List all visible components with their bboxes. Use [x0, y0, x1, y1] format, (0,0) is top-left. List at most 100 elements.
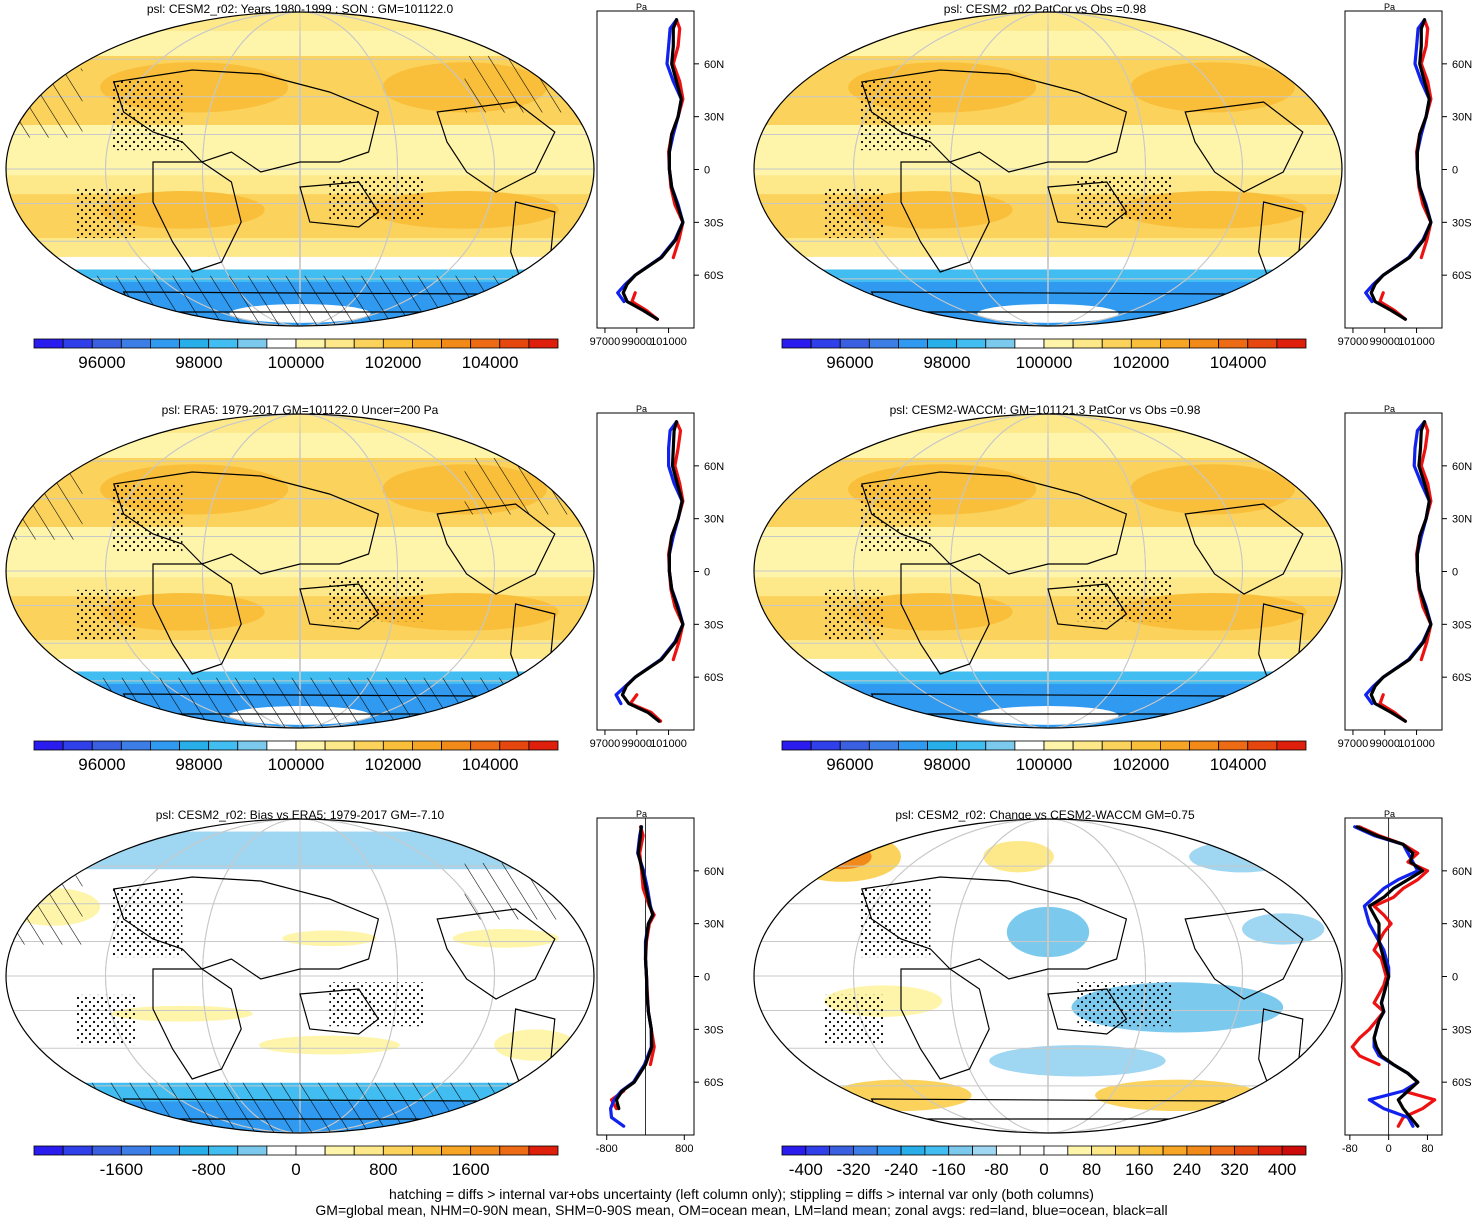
value-tick-label: 80 — [1421, 1143, 1433, 1155]
continent-outline — [152, 968, 242, 1080]
colorbar-swatch — [1234, 1145, 1259, 1156]
graticule — [754, 414, 1342, 728]
colorbar-tick-label: 400 — [1268, 1160, 1296, 1179]
colorbar-swatch — [781, 1145, 807, 1156]
panel-title: psl: CESM2_r02: Years 1980-1999 : SON : … — [147, 2, 454, 16]
panel-model-climatology: psl: CESM2_r02: Years 1980-1999 : SON : … — [5, 2, 725, 372]
panel-title: psl: CESM2_r02 PatCor vs Obs =0.98 — [944, 2, 1147, 16]
latitude-tick-label: 60S — [704, 672, 724, 684]
meridian-line — [201, 819, 399, 1133]
colorbar-swatch — [62, 338, 93, 349]
colorbar-tick-label: 98000 — [175, 755, 222, 774]
continent-outline — [1184, 908, 1304, 1000]
meridian-line — [949, 819, 1147, 1133]
zonal-series-all — [614, 825, 655, 1111]
hatching-region — [6, 875, 83, 945]
map-fill — [6, 819, 594, 1133]
latitude-tick-label: 60N — [1452, 866, 1472, 878]
colorbar-swatch — [120, 740, 151, 751]
panel-title: psl: CESM2_r02: Change vs CESM2-WACCM GM… — [895, 808, 1195, 822]
robinson-map — [5, 413, 595, 729]
meridian-line — [104, 414, 496, 728]
colorbar-swatch — [266, 1145, 297, 1156]
zonal-unit-label: Pa — [1384, 809, 1395, 819]
graticule — [754, 12, 1342, 326]
colorbar-swatch — [528, 740, 559, 751]
colorbar-swatch — [829, 1145, 854, 1156]
value-tick-label: 97000 — [1338, 336, 1369, 348]
stippling-region — [76, 589, 136, 641]
colorbar-swatch — [1014, 740, 1045, 751]
high-pressure-center — [1130, 464, 1295, 515]
value-tick-label: 101000 — [650, 738, 687, 750]
colorbar-swatch — [1091, 1145, 1116, 1156]
map-border — [5, 11, 595, 327]
zonal-mean-profile: Pa 60N 30N 0 30S 60S -800 800 — [596, 809, 725, 1155]
colorbar-swatch — [382, 740, 413, 751]
stippling-region — [1077, 982, 1172, 1027]
colorbar-tick-label: 104000 — [462, 755, 519, 774]
zonal-frame — [596, 10, 695, 329]
map-border — [5, 818, 595, 1134]
value-tick-label: -800 — [596, 1143, 618, 1155]
colorbar-swatch — [62, 1145, 93, 1156]
latitude-tick-label: 30N — [1452, 112, 1472, 124]
zonal-frame — [1344, 10, 1443, 329]
colorbar-tick-label: 96000 — [78, 755, 125, 774]
colorbar-swatch — [956, 740, 987, 751]
latitude-tick-label: 60N — [704, 59, 724, 71]
colorbar-swatch — [1276, 338, 1307, 349]
colorbar-swatch — [441, 740, 472, 751]
zonal-frame — [1344, 412, 1443, 731]
high-pressure-center — [100, 190, 265, 229]
colorbar-swatch — [1210, 1145, 1235, 1156]
stippling-region — [76, 187, 136, 239]
colorbar-swatch — [295, 740, 326, 751]
value-tick-label: -80 — [1342, 1143, 1358, 1155]
map-border — [753, 413, 1343, 729]
colorbar-swatch — [1186, 1145, 1212, 1156]
panel-title: psl: ERA5: 1979-2017 GM=101122.0 Uncer=2… — [162, 403, 439, 417]
colorbar-swatch — [1162, 1145, 1188, 1156]
stippling-region — [824, 187, 884, 239]
colorbar-tick-label: -160 — [932, 1160, 966, 1179]
colorbar-swatch — [179, 338, 210, 349]
value-tick-label: 800 — [675, 1143, 693, 1155]
colorbar-tick-label: 160 — [1125, 1160, 1153, 1179]
continent-outline — [152, 161, 242, 273]
value-tick-label: 97000 — [1338, 738, 1369, 750]
meridian-line — [299, 12, 301, 326]
colorbar-swatch — [295, 338, 326, 349]
meridian-line — [299, 819, 301, 1133]
panel-bias-vs-era5: psl: CESM2_r02: Bias vs ERA5: 1979-2017 … — [5, 808, 725, 1179]
latitude-tick-label: 0 — [1452, 165, 1458, 177]
colorbar-swatch — [972, 1145, 997, 1156]
colorbar-swatch — [208, 338, 239, 349]
high-pressure-center — [1130, 62, 1295, 113]
colorbar: 96000 98000 100000 102000 104000 — [33, 338, 559, 372]
colorbar-tick-label: 800 — [369, 1160, 397, 1179]
colorbar-swatch — [900, 1145, 926, 1156]
colorbar-swatch — [985, 740, 1016, 751]
colorbar-swatch — [868, 338, 899, 349]
colorbar-swatch — [470, 740, 501, 751]
colorbar-swatch — [91, 338, 122, 349]
latitude-tick-label: 60S — [1452, 672, 1472, 684]
stippling-region — [111, 888, 183, 958]
colorbar-swatch — [441, 1145, 472, 1156]
stippling-region — [859, 888, 931, 958]
stippling-region — [859, 81, 931, 151]
colorbar-swatch — [1043, 338, 1074, 349]
map-border — [753, 818, 1343, 1134]
colorbar-swatch — [91, 1145, 122, 1156]
zonal-series-all — [1369, 420, 1433, 723]
zonal-frame — [596, 412, 695, 731]
zonal-series-land — [1378, 18, 1433, 321]
colorbar-swatch — [948, 1145, 973, 1156]
panel-title: psl: CESM2_r02: Bias vs ERA5: 1979-2017 … — [156, 808, 445, 822]
colorbar-swatch — [353, 1145, 384, 1156]
colorbar-swatch — [898, 338, 928, 349]
colorbar-swatch — [33, 740, 64, 751]
